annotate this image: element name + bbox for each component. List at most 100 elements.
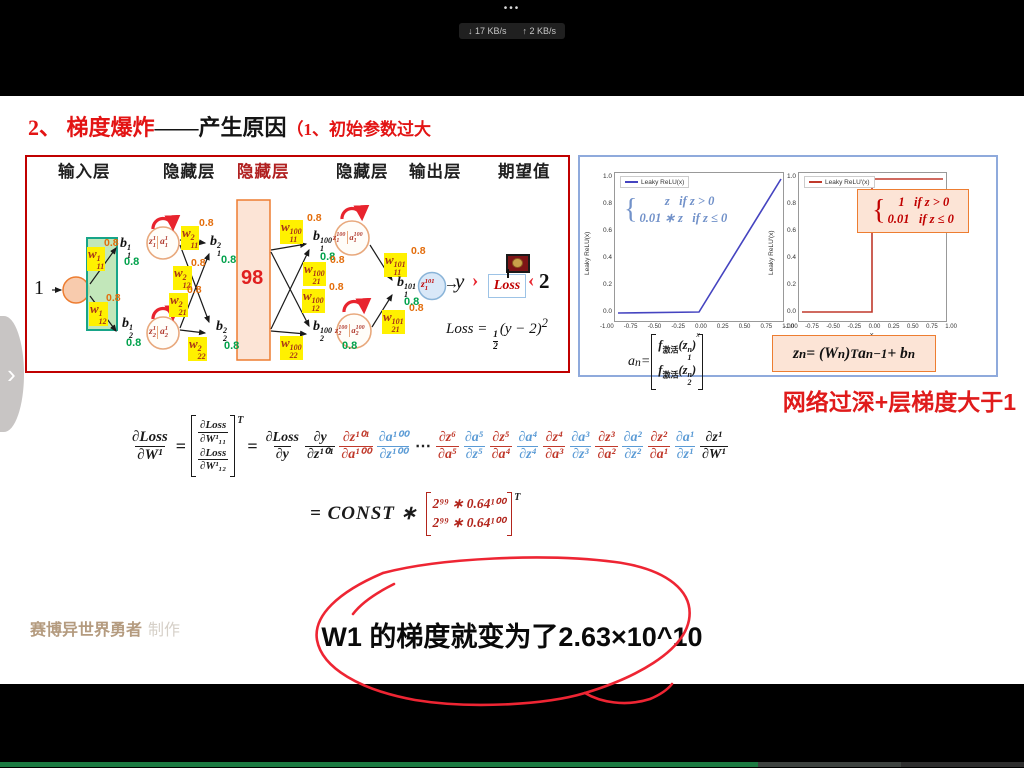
plot1-ylabel: Leaky ReLU(x) [584, 231, 591, 275]
window-menu-dots[interactable]: ••• [503, 3, 521, 14]
progress-buffered [757, 762, 902, 767]
partial-derivative-fraction: ∂a³ ∂z³ [570, 429, 591, 462]
leaky-relu-derivative-curve [802, 178, 943, 313]
chevron-right-icon: › [7, 359, 16, 389]
partial-derivative-fraction: ∂z⁴ ∂a³ [543, 429, 566, 462]
transpose-sup: T [514, 492, 521, 503]
const-matrix: 2⁹⁹ ∗ 0.64¹⁰⁰ 2⁹⁹ ∗ 0.64¹⁰⁰ [425, 492, 513, 536]
tick-label: 1.0 [602, 173, 612, 180]
tick-label: 0.50 [738, 324, 751, 330]
tick-label: 0.2 [786, 281, 796, 288]
watermark: 赛博异世界勇者 制作 [30, 616, 180, 640]
author-name: 赛博异世界勇者 [30, 622, 143, 639]
letterbox-top [0, 0, 1024, 96]
input-node [62, 276, 90, 304]
matrix-entry: 2⁹⁹ ∗ 0.64¹⁰⁰ [432, 514, 506, 530]
progress-remaining [901, 762, 1024, 767]
partial-derivative-fraction: ∂z³ ∂a² [595, 429, 618, 462]
video-subtitle: W1 的梯度就变为了2.63×10^10 [321, 622, 703, 652]
flag-icon [506, 254, 530, 273]
tick-label: 0.50 [906, 324, 919, 330]
title-topic: 梯度爆炸 [66, 115, 155, 140]
tick-label: 1.0 [786, 173, 796, 180]
partial-derivative-fraction: ∂z¹ ∂W¹ [699, 429, 728, 462]
tick-label: -0.50 [647, 324, 662, 330]
const-result-formula: = CONST ∗ 2⁹⁹ ∗ 0.64¹⁰⁰ 2⁹⁹ ∗ 0.64¹⁰⁰ T [310, 492, 520, 536]
tick-label: 0.25 [716, 324, 729, 330]
made-by-label: 制作 [148, 622, 181, 639]
partial-derivative-fraction: ∂y ∂z¹⁰¹ [304, 429, 336, 462]
legend-label: Leaky ReLU(x) [641, 178, 685, 186]
partial-derivative-fraction: ∂a¹ ∂z¹ [674, 429, 696, 462]
tick-label: 0.8 [786, 200, 796, 207]
layer-header: 输出层 [409, 162, 462, 181]
piecewise-line: z if z > 0 [652, 194, 715, 208]
tick-label: -0.75 [623, 324, 638, 330]
tick-label: -1.00 [600, 324, 614, 330]
plot2-legend: Leaky ReLU'(x) [804, 176, 875, 188]
partial-derivative-fraction: ∂Loss ∂W¹ [132, 429, 168, 463]
brace: { [872, 195, 886, 226]
tick-label: 0.75 [760, 324, 773, 330]
tick-label: -0.25 [847, 324, 862, 330]
video-progress-bar[interactable] [0, 762, 1024, 767]
loss-label: Loss [493, 278, 521, 293]
layer-header: 输入层 [58, 162, 111, 181]
tick-label: 0.25 [887, 324, 900, 330]
leaky-relu-panel: 1.0 0.8 0.6 0.4 0.2 0.0 1.0 0.8 0.6 0.4 0.2 0.0 -1… [578, 155, 998, 390]
plot1-yticks: 1.0 0.8 0.6 0.4 0.2 0.0 [588, 173, 612, 315]
download-speed: ↓ 17 KB/s [467, 26, 507, 36]
title-dash: ——产生原因 [154, 115, 287, 140]
leaky-relu-definition: { z if z > 0 0.01 ∗ z if z ≤ 0 [624, 193, 727, 227]
tick-label: 0.0 [602, 308, 612, 315]
partial-derivative-fraction: ∂z⁶ ∂a⁵ [436, 429, 459, 462]
tick-label: 0.00 [695, 324, 707, 330]
equals-sign: = [175, 435, 187, 456]
tick-label: 1.00 [945, 324, 957, 330]
tick-label: -1.00 [784, 324, 798, 330]
tick-label: -0.50 [826, 324, 840, 330]
partial-derivative-fraction: ∂a² ∂z² [622, 429, 643, 462]
tick-label: 0.2 [602, 281, 612, 288]
slide-title: 2、 梯度爆炸——产生原因（1、初始参数过大 [28, 110, 431, 142]
tick-label: -0.25 [671, 324, 686, 330]
plot2-xticks: -1.00 -0.75 -0.50 -0.25 0.00 0.25 0.50 0.75 1.00 [784, 324, 957, 330]
layer-header: 隐藏层 [163, 162, 216, 181]
title-number: 2、 [28, 115, 67, 140]
layer-header: 隐藏层 [237, 162, 290, 181]
layer-header: 期望值 [498, 162, 551, 181]
partial-derivative-fraction: ∂a⁵ ∂z⁵ [463, 429, 485, 462]
plot2-ylabel: Leaky ReLU'(x) [768, 230, 775, 275]
partial-derivative-fraction: ∂z⁵ ∂a⁴ [489, 429, 513, 462]
brace: { [624, 193, 638, 225]
plot2-yticks: 1.0 0.8 0.6 0.4 0.2 0.0 [772, 173, 796, 315]
tick-label: 0.6 [786, 227, 796, 234]
ellipsis: ⋯ [415, 438, 432, 455]
tick-label: 0.4 [602, 254, 612, 261]
legend-line-swatch [809, 181, 822, 183]
legend-label: Leaky ReLU'(x) [825, 178, 870, 186]
matrix-entry: 2⁹⁹ ∗ 0.64¹⁰⁰ [432, 496, 506, 511]
loss-equation: Loss = 1 2 (y − 2)2 [446, 316, 548, 352]
legend-line-swatch [625, 181, 638, 183]
leaky-relu-plot [614, 172, 784, 322]
leaky-relu-derivative-definition: { 1 if z > 0 0.01 if z ≤ 0 [857, 189, 969, 233]
gradient-chain-formula: ∂Loss ∂W¹ = ∂Loss ∂W¹₁₁ ∂Loss ∂W¹₁₂ T = ∂Loss ∂y ∂y… [128, 404, 1024, 488]
partial-derivative-fraction: ∂z¹⁰¹ ∂a¹⁰⁰ [339, 429, 373, 462]
tick-label: 0.0 [786, 308, 796, 315]
upload-speed: ↑ 2 KB/s [522, 26, 557, 36]
weights-highlight-rect [86, 237, 118, 331]
gradient-matrix: ∂Loss ∂W¹₁₁ ∂Loss ∂W¹₁₂ [191, 415, 236, 477]
transpose-sup: T [237, 415, 244, 427]
partial-derivative-fraction: ∂a⁴ ∂z⁴ [517, 429, 539, 462]
plot1-xlabel: x [696, 332, 700, 339]
tick-label: 0.00 [868, 324, 881, 330]
partial-derivative-fraction: ∂z² ∂a¹ [647, 429, 670, 462]
piecewise-line: 1 if z > 0 [892, 195, 950, 210]
flag-pole-icon [507, 269, 509, 278]
progress-played [0, 762, 758, 767]
network-speed-badge: ↓ 17 KB/s ↑ 2 KB/s [458, 23, 566, 39]
piecewise-line: 0.01 ∗ z if z ≤ 0 [639, 210, 728, 225]
